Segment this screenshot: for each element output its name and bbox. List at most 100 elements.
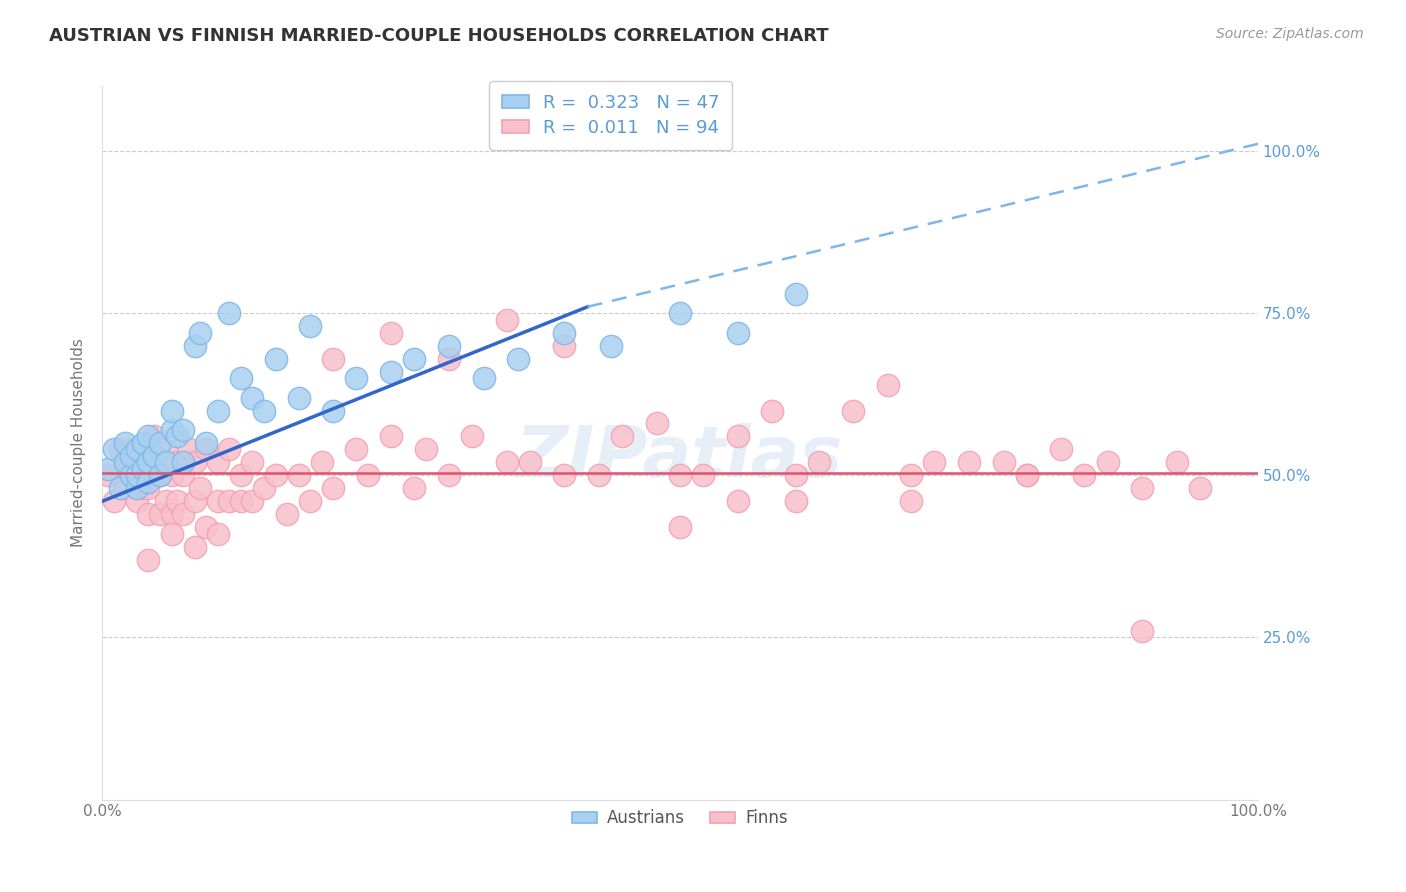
Point [97, 462, 120, 476]
Point [172, 468, 194, 483]
Point [264, 351, 287, 366]
Point [183, 540, 205, 554]
Point [957, 455, 980, 469]
Point [120, 449, 142, 463]
Point [125, 494, 148, 508]
Point [1015, 468, 1038, 483]
Point [172, 423, 194, 437]
Point [108, 481, 131, 495]
Point [114, 455, 136, 469]
Point [218, 494, 240, 508]
Text: Source: ZipAtlas.com: Source: ZipAtlas.com [1216, 27, 1364, 41]
Point [149, 468, 172, 483]
Point [437, 351, 460, 366]
Point [177, 442, 200, 457]
Point [380, 365, 402, 379]
Point [553, 326, 575, 340]
Point [120, 468, 142, 483]
Point [172, 455, 194, 469]
Point [1073, 468, 1095, 483]
Point [131, 455, 153, 469]
Point [207, 455, 229, 469]
Point [404, 351, 426, 366]
Point [588, 468, 610, 483]
Point [114, 436, 136, 450]
Point [160, 403, 183, 417]
Point [242, 455, 264, 469]
Point [519, 455, 541, 469]
Point [1015, 468, 1038, 483]
Point [149, 436, 172, 450]
Point [495, 455, 517, 469]
Point [143, 429, 166, 443]
Point [242, 391, 264, 405]
Point [1130, 624, 1153, 638]
Point [183, 455, 205, 469]
Point [1130, 481, 1153, 495]
Point [287, 468, 309, 483]
Point [380, 326, 402, 340]
Point [195, 520, 218, 534]
Point [183, 494, 205, 508]
Point [727, 429, 749, 443]
Point [276, 508, 298, 522]
Point [138, 429, 160, 443]
Point [138, 475, 160, 489]
Point [761, 403, 783, 417]
Point [207, 494, 229, 508]
Point [1050, 442, 1073, 457]
Point [669, 468, 692, 483]
Point [195, 436, 218, 450]
Point [138, 481, 160, 495]
Point [346, 371, 368, 385]
Point [183, 339, 205, 353]
Point [125, 468, 148, 483]
Point [160, 423, 183, 437]
Point [131, 436, 153, 450]
Point [229, 371, 252, 385]
Point [114, 481, 136, 495]
Point [322, 481, 344, 495]
Point [253, 481, 276, 495]
Point [311, 455, 333, 469]
Point [160, 526, 183, 541]
Point [97, 468, 120, 483]
Point [172, 508, 194, 522]
Point [138, 508, 160, 522]
Point [380, 429, 402, 443]
Point [437, 339, 460, 353]
Point [495, 312, 517, 326]
Point [155, 442, 177, 457]
Point [877, 377, 900, 392]
Point [143, 449, 166, 463]
Point [138, 552, 160, 566]
Point [612, 429, 634, 443]
Point [103, 494, 125, 508]
Point [553, 468, 575, 483]
Point [149, 508, 172, 522]
Point [207, 526, 229, 541]
Point [727, 494, 749, 508]
Point [229, 468, 252, 483]
Point [900, 494, 922, 508]
Point [125, 455, 148, 469]
Point [807, 455, 830, 469]
Point [155, 455, 177, 469]
Point [669, 520, 692, 534]
Point [461, 429, 484, 443]
Point [1189, 481, 1212, 495]
Point [138, 455, 160, 469]
Point [166, 455, 188, 469]
Point [103, 442, 125, 457]
Point [404, 481, 426, 495]
Point [125, 442, 148, 457]
Text: AUSTRIAN VS FINNISH MARRIED-COUPLE HOUSEHOLDS CORRELATION CHART: AUSTRIAN VS FINNISH MARRIED-COUPLE HOUSE… [49, 27, 828, 45]
Point [287, 391, 309, 405]
Point [472, 371, 495, 385]
Point [160, 468, 183, 483]
Point [125, 481, 148, 495]
Point [229, 494, 252, 508]
Point [415, 442, 437, 457]
Point [1097, 455, 1119, 469]
Point [669, 306, 692, 320]
